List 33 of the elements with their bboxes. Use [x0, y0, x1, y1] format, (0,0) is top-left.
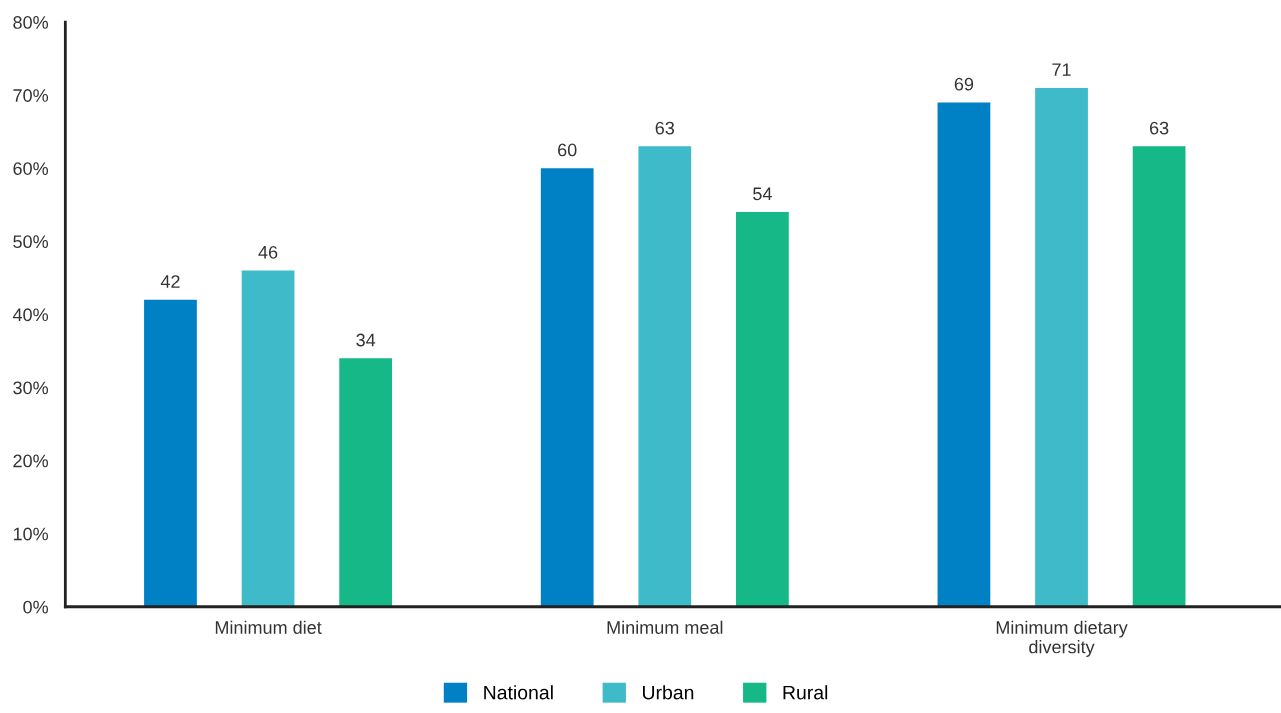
data-label: 54	[753, 187, 772, 201]
bar	[1132, 146, 1186, 607]
bar	[144, 299, 197, 607]
y-tick-label: 10%	[13, 527, 49, 541]
data-label: 69	[954, 77, 974, 91]
bar	[241, 270, 295, 607]
x-tick-label: Minimum diet	[215, 620, 322, 634]
bar	[540, 168, 594, 607]
bar	[339, 358, 393, 607]
x-tick-label: Minimum dietary diversity	[996, 620, 1128, 657]
data-label: 63	[655, 121, 675, 135]
y-tick-label: 50%	[13, 235, 49, 249]
bar	[638, 146, 692, 607]
y-tick-label: 0%	[23, 600, 49, 614]
data-label: 60	[558, 143, 577, 157]
legend-label: Urban	[643, 685, 694, 700]
bar	[1035, 87, 1088, 607]
data-label: 71	[1052, 63, 1071, 76]
data-label: 42	[160, 275, 180, 288]
data-label: 63	[1149, 121, 1169, 135]
y-tick-label: 30%	[13, 381, 49, 395]
y-tick-label: 70%	[13, 89, 49, 102]
y-tick-label: 60%	[13, 162, 49, 175]
data-label: 34	[356, 333, 376, 347]
data-label: 46	[258, 245, 278, 259]
y-tick-label: 20%	[13, 454, 49, 468]
bar	[937, 102, 991, 607]
x-tick-label: Minimum meal	[607, 620, 723, 634]
y-tick-label: 40%	[12, 308, 49, 322]
legend-label: Rural	[783, 685, 828, 700]
y-tick-label: 80%	[13, 16, 49, 29]
legend-label: National	[484, 685, 553, 700]
bar	[736, 212, 789, 607]
